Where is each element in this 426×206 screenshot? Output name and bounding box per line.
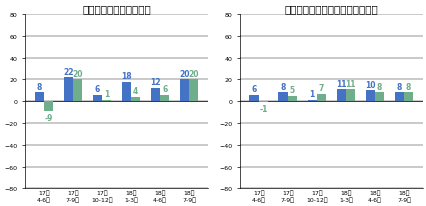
Bar	[258, 102, 268, 103]
Bar	[189, 80, 198, 102]
Text: 7: 7	[318, 83, 323, 92]
Title: １戸当り受注床面積指数（全国）: １戸当り受注床面積指数（全国）	[284, 4, 377, 14]
Text: 8: 8	[376, 82, 381, 91]
Text: 12: 12	[150, 78, 160, 87]
Text: 1: 1	[104, 90, 109, 99]
Bar	[249, 95, 258, 102]
Text: 20: 20	[188, 69, 199, 78]
Text: 8: 8	[405, 82, 410, 91]
Text: 10: 10	[364, 80, 374, 89]
Bar	[150, 89, 160, 102]
Bar	[287, 96, 296, 102]
Text: 20: 20	[72, 69, 83, 78]
Text: 8: 8	[280, 82, 285, 91]
Text: -9: -9	[44, 113, 52, 122]
Text: 6: 6	[95, 84, 100, 94]
Text: 8: 8	[396, 82, 401, 91]
Bar	[121, 82, 131, 102]
Text: -1: -1	[259, 104, 267, 113]
Text: 8: 8	[36, 82, 42, 91]
Bar	[403, 93, 412, 102]
Bar	[345, 90, 354, 102]
Title: 総受注金額指数（全国）: 総受注金額指数（全国）	[82, 4, 150, 14]
Bar	[365, 91, 374, 102]
Bar	[278, 93, 287, 102]
Text: 18: 18	[121, 71, 131, 81]
Bar	[92, 95, 102, 102]
Bar	[131, 97, 140, 102]
Text: 6: 6	[251, 84, 256, 94]
Bar	[160, 95, 169, 102]
Bar	[102, 101, 111, 102]
Bar	[179, 80, 189, 102]
Bar	[316, 94, 325, 102]
Bar	[394, 93, 403, 102]
Text: 6: 6	[161, 84, 167, 94]
Text: 1: 1	[309, 90, 314, 99]
Bar	[73, 80, 82, 102]
Text: 11: 11	[335, 79, 345, 88]
Bar	[35, 93, 44, 102]
Bar	[374, 93, 383, 102]
Text: 5: 5	[289, 86, 294, 95]
Bar	[336, 90, 345, 102]
Bar	[307, 101, 316, 102]
Text: 11: 11	[345, 79, 355, 88]
Text: 20: 20	[179, 69, 189, 78]
Text: 4: 4	[132, 87, 138, 96]
Bar	[63, 78, 73, 102]
Bar	[44, 102, 53, 111]
Text: 22: 22	[63, 67, 73, 76]
